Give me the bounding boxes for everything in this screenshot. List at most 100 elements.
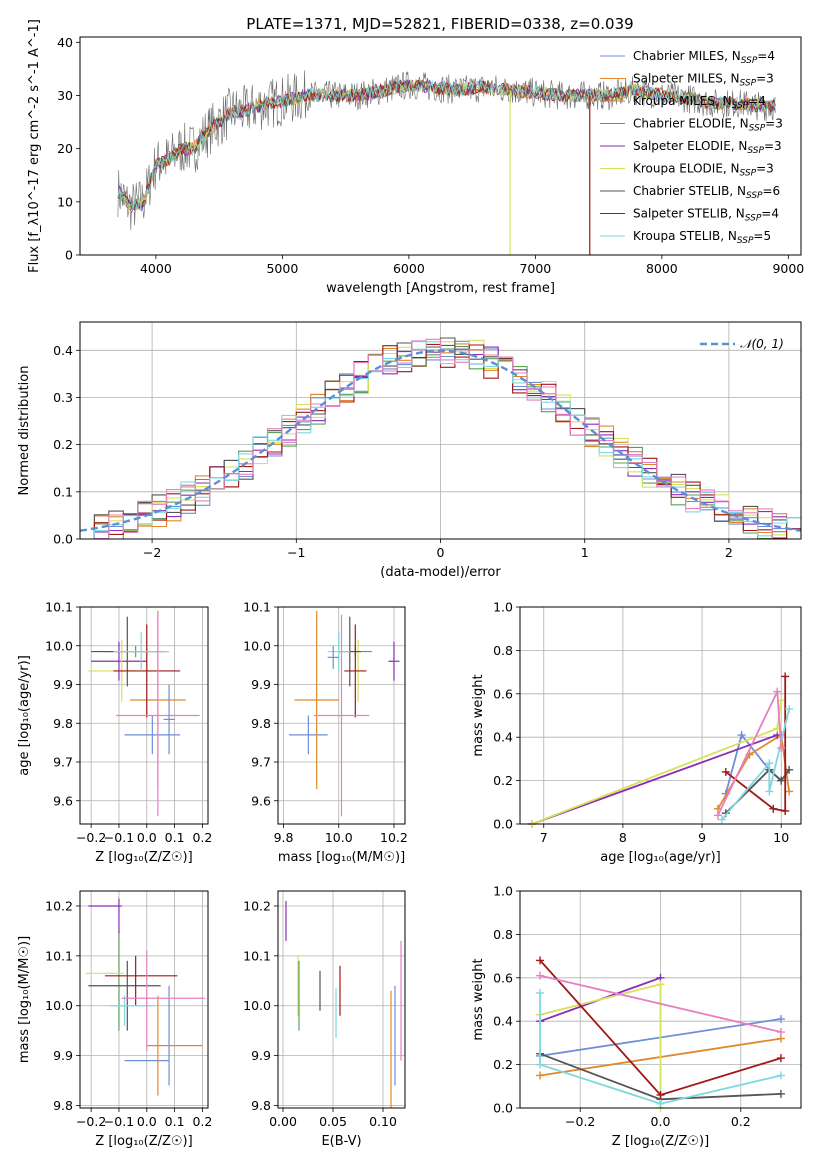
mass_vs_ebv-xtick-label: 0.05 [319,1114,347,1129]
spectrum-axes [76,41,789,259]
mass_vs_Z-xtick-label: 0.2 [192,1114,212,1129]
residuals-xtick-label: −2 [143,545,161,560]
mass_vs_Z-ytick-label: 10.2 [45,898,73,913]
spectrum-xtick-label: 6000 [393,261,425,276]
weight_vs_Z-marker [536,1071,545,1080]
mass_vs_ebv-xtick-label: 0.10 [369,1114,397,1129]
age_vs_Z-ytick-label: 9.9 [53,677,73,692]
age_vs_mass-ytick-label: 9.8 [251,716,271,731]
age_vs_Z-xtick-label: −0.2 [76,830,106,845]
weight_vs_age-marker [785,704,794,713]
weight_vs_Z-marker [656,1090,665,1099]
legend-entry: Chabrier STELIB, NSSP=6 [633,184,780,201]
age_vs_Z-errorbar [113,624,181,718]
age_vs_Z-frame [79,606,209,825]
weight_vs_age-marker [769,804,778,813]
weight_vs_Z-marker [656,980,665,989]
age_vs_Z-ytick-label: 9.7 [53,755,73,770]
weight_vs_age-marker [785,765,794,774]
age_vs_Z-errorbar [124,715,181,755]
weight_vs_age-ylabel: mass weight [471,674,486,756]
gaussian-curve [80,349,801,532]
weight_vs_Z-marker [536,1060,545,1069]
weight_vs_age-marker [717,815,726,824]
spectrum-xtick-label: 9000 [772,261,804,276]
age_vs_mass-frame [277,606,406,825]
weight_vs_Z-series-line [539,974,782,1033]
histogram-step-line [80,338,801,539]
residuals-frame [79,321,802,540]
age_vs_mass-ytick-label: 9.6 [251,793,271,808]
age_vs_mass-errorbar [294,610,339,790]
age_vs_mass-xtick-label: 10.2 [380,830,408,845]
weight_vs_age-marker [785,787,794,796]
weight_vs_Z-frame [519,890,802,1109]
mass_vs_ebv-axes [274,891,405,1112]
weight_vs_age-xtick-label: 10 [773,830,789,845]
age_vs_mass-xtick-label: 9.8 [274,830,294,845]
weight_vs_age-xtick-label: 8 [619,830,627,845]
weight_vs_age-ytick-label: 0.2 [493,773,513,788]
spectrum-ylabel: Flux [f_λ10^-17 erg cm^-2 s^-1 A^-1] [27,19,42,273]
residuals-ytick-label: 0.3 [53,390,73,405]
legend-entry: Salpeter STELIB, NSSP=4 [633,207,779,224]
weight_vs_Z-xtick-label: 0.0 [651,1114,671,1129]
age_vs_Z-xtick-label: 0.2 [192,830,212,845]
age_vs_Z-ytick-label: 10.0 [45,638,73,653]
residuals-xlabel: (data-model)/error [380,565,501,580]
age_vs_Z-ylabel: age [log₁₀(age/yr)] [17,655,32,776]
spectrum-xlabel: wavelength [Angstrom, rest frame] [326,281,555,296]
legend-entry: Salpeter ELODIE, NSSP=3 [633,139,782,156]
weight_vs_age-axes [516,606,801,828]
legend-entry: Kroupa MILES, NSSP=4 [633,94,766,111]
residuals-xtick-label: −1 [287,545,305,560]
age_vs_mass-xlabel: mass [log₁₀(M/M☉)] [278,850,405,865]
weight_vs_Z-axes [516,890,801,1112]
weight_vs_Z-xtick-label: 0.2 [731,1114,751,1129]
age_vs_Z-errorbar [113,632,170,671]
weight_vs_Z-marker [776,1071,785,1080]
residuals-ytick-label: 0.1 [53,484,73,499]
spectrum-ytick-label: 10 [57,194,73,209]
weight_vs_age-ytick-label: 0.4 [493,730,513,745]
legend-entry: Kroupa ELODIE, NSSP=3 [633,162,774,179]
weight_vs_age-marker [713,811,722,820]
spectrum-model-line [117,78,776,213]
mass_vs_ebv-ytick-label: 10.0 [243,998,271,1013]
age_vs_Z-ytick-label: 9.6 [53,793,73,808]
weight_vs_age-series-line [531,734,778,824]
weight_vs_Z-marker [776,1028,785,1037]
plot-layer: 4000 5000 6000 7000 8000 9000010203040wavelen… [17,19,804,1149]
mass_vs_ebv-ytick-label: 9.8 [251,1098,271,1113]
weight_vs_age-marker [777,776,786,785]
mass_vs_Z-xtick-label: 0.1 [165,1114,185,1129]
weight_vs_age-ytick-label: 0.8 [493,643,513,658]
weight_vs_Z-marker [776,1089,785,1098]
weight_vs_age-marker [773,687,782,696]
spectrum-xtick-label: 5000 [266,261,298,276]
mass_vs_Z-ytick-label: 9.8 [53,1098,73,1113]
spectrum-ytick-label: 0 [65,248,73,263]
age_vs_mass-axes [274,606,405,828]
mass_vs_Z-ylabel: mass [log₁₀(M/M☉)] [17,936,32,1063]
spectrum-xtick-label: 8000 [646,261,678,276]
weight_vs_Z-marker [536,971,545,980]
weight_vs_age-marker [737,731,746,740]
age_vs_mass-ytick-label: 9.7 [251,755,271,770]
age_vs_mass-ytick-label: 9.9 [251,677,271,692]
spectrum-ytick-label: 20 [57,141,73,156]
mass_vs_Z-xlabel: Z [log₁₀(Z/Z☉)] [95,1134,192,1149]
weight_vs_age-series-line [725,676,787,813]
weight_vs_age-series-line [721,708,790,821]
weight_vs_Z-series-line [539,993,782,1105]
weight_vs_Z-ytick-label: 1.0 [493,884,513,899]
mass_vs_Z-frame [79,890,209,1109]
residuals-ytick-label: 0.4 [53,343,73,358]
mass_vs_Z-axes [76,891,208,1112]
spectrum-model-line [117,79,776,210]
mass_vs_ebv-ytick-label: 9.9 [251,1048,271,1063]
spectrum-ytick-label: 40 [57,35,73,50]
weight_vs_Z-marker [776,1015,785,1024]
weight_vs_Z-ytick-label: 0.4 [493,1014,513,1029]
